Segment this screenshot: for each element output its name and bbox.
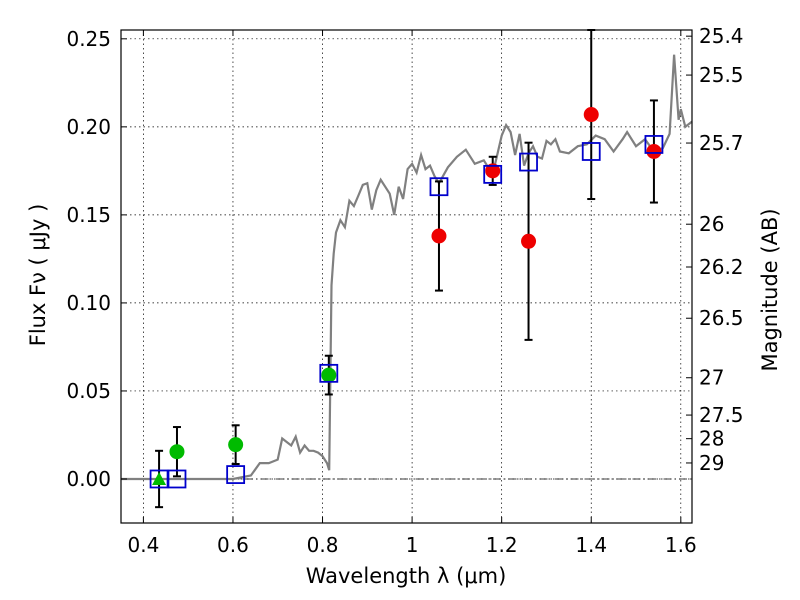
data-point-circle bbox=[583, 107, 599, 123]
magnitude-tick-label: 25.4 bbox=[699, 24, 744, 48]
magnitude-tick-label: 26.2 bbox=[699, 255, 744, 279]
y-tick-label: 0.05 bbox=[66, 379, 111, 403]
data-point-square bbox=[319, 363, 339, 383]
data-point-square bbox=[429, 177, 449, 197]
data-point-circle bbox=[521, 233, 537, 249]
plot-frame bbox=[120, 29, 693, 524]
data-point-square bbox=[149, 469, 169, 489]
data-point-circle bbox=[646, 143, 662, 159]
y-tick-label: 0.20 bbox=[66, 115, 111, 139]
magnitude-tick-label: 27 bbox=[699, 366, 724, 390]
data-point-square bbox=[226, 465, 246, 484]
data-markers bbox=[149, 107, 664, 489]
x-tick-label: 1.2 bbox=[486, 533, 518, 557]
x-tick-label: 0.6 bbox=[217, 533, 249, 557]
data-point-circle bbox=[169, 444, 185, 460]
magnitude-tick-label: 25.5 bbox=[699, 63, 744, 87]
data-point-square bbox=[167, 469, 187, 489]
right-axis-label: Magnitude (AB) bbox=[758, 208, 782, 371]
magnitude-tick-label: 27.5 bbox=[699, 403, 744, 427]
y-axis-label: Flux Fν ( μJy ) bbox=[26, 204, 50, 347]
data-point-circle bbox=[228, 437, 244, 453]
magnitude-tick-label: 26.5 bbox=[699, 306, 744, 330]
grid bbox=[121, 30, 692, 523]
x-tick-label: 1.6 bbox=[665, 533, 697, 557]
data-point-triangle bbox=[152, 471, 167, 485]
data-point-circle bbox=[485, 163, 501, 179]
data-point-square bbox=[519, 152, 538, 172]
data-point-circle bbox=[431, 228, 447, 244]
y-tick-label: 0.25 bbox=[66, 27, 111, 51]
x-axis-label: Wavelength λ (μm) bbox=[306, 564, 507, 588]
magnitude-tick-label: 28 bbox=[699, 427, 724, 451]
magnitude-tick-label: 26 bbox=[699, 212, 724, 236]
magnitude-tick-label: 25.7 bbox=[699, 131, 744, 155]
data-point-circle bbox=[321, 367, 337, 383]
x-tick-label: 1 bbox=[406, 533, 419, 557]
x-tick-label: 0.4 bbox=[127, 533, 159, 557]
model-spectrum-line bbox=[121, 54, 693, 481]
error-bars bbox=[155, 29, 658, 509]
data-point-square bbox=[581, 142, 601, 161]
plot-area bbox=[121, 29, 693, 509]
y-tick-label: 0.15 bbox=[66, 203, 111, 227]
x-tick-label: 0.8 bbox=[307, 533, 339, 557]
tick-labels: 0.4 0.6 0.8 1 1.2 1.4 1.6 0.00 0.05 0.10 0.15 0.20 0… bbox=[66, 24, 743, 557]
magnitude-tick-label: 29 bbox=[699, 451, 724, 475]
data-point-square bbox=[483, 164, 503, 184]
x-tick-label: 1.4 bbox=[575, 533, 607, 557]
y-tick-label: 0.00 bbox=[66, 467, 111, 491]
y-tick-label: 0.10 bbox=[66, 291, 111, 315]
axis-ticks bbox=[121, 30, 692, 523]
data-point-square bbox=[644, 135, 664, 154]
